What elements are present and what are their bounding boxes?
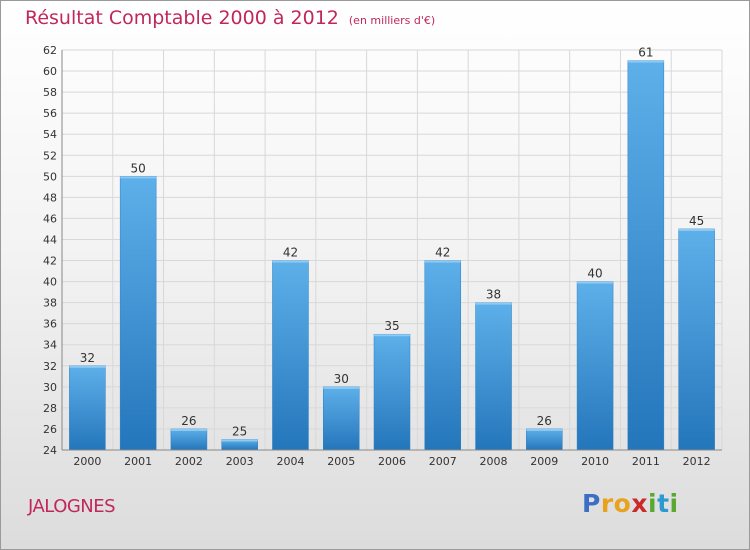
logo-letter: P	[582, 489, 601, 518]
value-label-2006: 35	[384, 319, 399, 333]
logo-letter: o	[613, 489, 632, 518]
y-tick-label: 50	[43, 170, 57, 183]
x-tick-label-2005: 2005	[327, 455, 355, 468]
bar-highlight	[272, 260, 309, 263]
bar-2004[interactable]	[272, 260, 309, 451]
x-tick-label-2002: 2002	[175, 455, 203, 468]
y-tick-label: 58	[43, 86, 57, 99]
value-label-2001: 50	[131, 161, 146, 175]
bar-2012[interactable]	[678, 228, 715, 451]
x-tick-label-2007: 2007	[429, 455, 457, 468]
bar-2011[interactable]	[627, 60, 665, 451]
y-tick-label: 56	[43, 107, 57, 120]
y-tick-label: 44	[43, 233, 57, 246]
bar-highlight	[120, 176, 157, 179]
chart-title-block: Résultat Comptable 2000 à 2012 (en millie…	[25, 7, 435, 29]
bar-2007[interactable]	[424, 260, 462, 451]
y-tick-label: 38	[43, 297, 57, 310]
y-tick-label: 40	[43, 276, 57, 289]
bar-2008[interactable]	[475, 302, 512, 451]
logo-letter: r	[600, 489, 614, 518]
value-label-2007: 42	[435, 246, 450, 260]
commune-name: JALOGNES	[28, 496, 116, 517]
x-tick-label-2006: 2006	[378, 455, 406, 468]
bar-highlight	[475, 302, 512, 305]
axis-layer: 24 26 28 30 32 34 36 38 40 42 44 46 48 50 52 54 56 58 60 62…	[43, 44, 722, 468]
bar-2002[interactable]	[170, 428, 208, 451]
logo-letter: i	[648, 489, 658, 518]
bar-2006[interactable]	[373, 333, 411, 451]
value-label-2000: 32	[80, 351, 95, 365]
proxiti-logo[interactable]: Proxiti	[582, 489, 679, 518]
y-tick-label: 62	[43, 44, 57, 57]
bar-highlight	[678, 228, 715, 231]
bar-highlight	[627, 60, 664, 63]
y-tick-label: 46	[43, 212, 57, 225]
logo-letter: t	[657, 489, 670, 518]
bar-highlight	[170, 428, 207, 431]
x-tick-label-2011: 2011	[632, 455, 660, 468]
y-tick-label: 52	[43, 149, 57, 162]
value-label-2012: 45	[689, 214, 704, 228]
bar-2009[interactable]	[526, 428, 563, 451]
bar-highlight	[323, 386, 360, 389]
value-label-2008: 38	[486, 288, 501, 302]
bar-layer: 32 50 26 25 42 30 35 42 38 26 40 61 45	[69, 46, 715, 451]
y-tick-label: 36	[43, 318, 57, 331]
chart-subtitle: (en milliers d'€)	[348, 14, 436, 27]
bar-2005[interactable]	[322, 386, 360, 451]
bar-highlight	[221, 439, 258, 442]
y-tick-label: 42	[43, 255, 57, 268]
y-tick-label: 24	[43, 444, 57, 457]
y-tick-label: 26	[43, 423, 57, 436]
y-tick-label: 34	[43, 339, 57, 352]
y-tick-label: 48	[43, 191, 57, 204]
bar-highlight	[577, 281, 614, 284]
logo-letter: i	[669, 489, 679, 518]
y-tick-label: 28	[43, 402, 57, 415]
x-tick-label-2010: 2010	[581, 455, 609, 468]
y-tick-label: 32	[43, 360, 57, 373]
value-label-2010: 40	[587, 267, 602, 281]
chart-title: Résultat Comptable 2000 à 2012	[25, 7, 339, 29]
x-tick-label-2004: 2004	[276, 455, 304, 468]
value-label-2005: 30	[334, 372, 349, 386]
bar-highlight	[424, 260, 461, 263]
bar-highlight	[374, 334, 410, 337]
bar-highlight	[526, 428, 563, 431]
value-label-2009: 26	[537, 414, 552, 428]
value-label-2011: 61	[638, 46, 653, 60]
x-tick-label-2009: 2009	[530, 455, 558, 468]
bar-2001[interactable]	[119, 176, 157, 451]
value-label-2003: 25	[232, 424, 247, 438]
bar-highlight	[69, 365, 106, 368]
y-tick-label: 54	[43, 128, 57, 141]
x-tick-label-2012: 2012	[683, 455, 711, 468]
bar-2010[interactable]	[576, 281, 614, 451]
value-label-2002: 26	[181, 414, 196, 428]
logo-letter: x	[631, 489, 648, 518]
y-tick-label: 60	[43, 65, 57, 78]
x-tick-label-2008: 2008	[480, 455, 508, 468]
x-tick-label-2003: 2003	[226, 455, 254, 468]
x-tick-label-2000: 2000	[73, 455, 101, 468]
x-tick-label-2001: 2001	[124, 455, 152, 468]
bar-2000[interactable]	[69, 365, 106, 451]
value-label-2004: 42	[283, 246, 298, 260]
y-tick-label: 30	[43, 381, 57, 394]
